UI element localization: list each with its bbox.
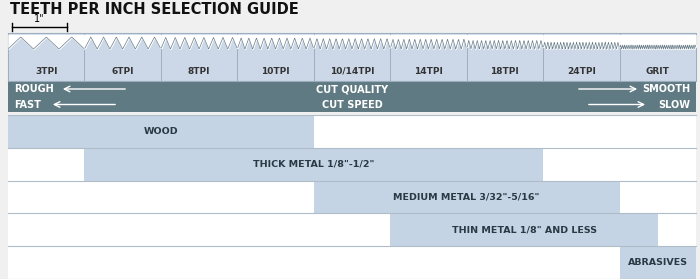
Text: MEDIUM METAL 3/32"-5/16": MEDIUM METAL 3/32"-5/16" (393, 193, 540, 201)
Bar (467, 33, 543, 81)
Text: THICK METAL 1/8"-1/2": THICK METAL 1/8"-1/2" (253, 160, 374, 169)
Text: SLOW: SLOW (658, 100, 690, 109)
Bar (8, 97, 696, 112)
Text: ABRASIVES: ABRASIVES (628, 258, 688, 267)
Bar (390, 33, 467, 81)
Text: 18TPI: 18TPI (491, 67, 519, 76)
Text: TEETH PER INCH SELECTION GUIDE: TEETH PER INCH SELECTION GUIDE (10, 2, 299, 17)
Bar (620, 33, 696, 81)
Text: 10TPI: 10TPI (261, 67, 290, 76)
Bar (237, 33, 314, 81)
Bar (314, 33, 390, 81)
Text: 6TPI: 6TPI (111, 67, 134, 76)
Text: FAST: FAST (14, 100, 41, 109)
Text: WOOD: WOOD (144, 127, 178, 136)
Text: 10/14TPI: 10/14TPI (330, 67, 374, 76)
Bar (85, 148, 543, 181)
Text: 14TPI: 14TPI (414, 67, 443, 76)
Text: 3TPI: 3TPI (35, 67, 57, 76)
Bar (8, 81, 696, 97)
Text: CUT QUALITY: CUT QUALITY (316, 84, 388, 94)
Bar (314, 181, 620, 213)
Text: 8TPI: 8TPI (188, 67, 211, 76)
Text: GRIT: GRIT (646, 67, 670, 76)
Text: 24TPI: 24TPI (567, 67, 596, 76)
Text: CUT SPEED: CUT SPEED (321, 100, 382, 109)
Bar (8, 33, 696, 81)
Bar (543, 33, 620, 81)
Text: ROUGH: ROUGH (14, 84, 54, 94)
Bar (8, 115, 696, 279)
Text: THIN METAL 1/8" AND LESS: THIN METAL 1/8" AND LESS (452, 225, 596, 234)
Bar (8, 33, 85, 81)
Bar (8, 115, 314, 148)
Bar (620, 246, 696, 279)
Text: 1": 1" (34, 14, 45, 24)
Bar (161, 33, 237, 81)
Text: SMOOTH: SMOOTH (642, 84, 690, 94)
Bar (390, 213, 658, 246)
Bar (85, 33, 161, 81)
